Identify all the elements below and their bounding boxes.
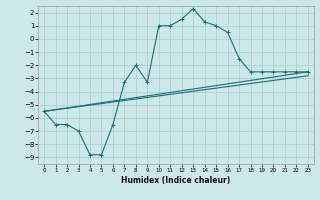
X-axis label: Humidex (Indice chaleur): Humidex (Indice chaleur) [121,176,231,185]
